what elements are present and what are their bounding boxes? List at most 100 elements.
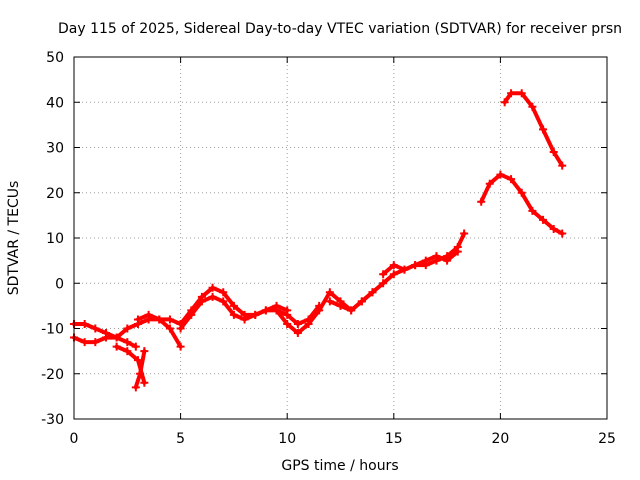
data-point bbox=[558, 161, 567, 170]
data-point bbox=[485, 179, 494, 188]
data-point bbox=[539, 125, 548, 134]
series-track-k bbox=[477, 170, 567, 238]
data-point bbox=[219, 297, 228, 306]
data-point bbox=[91, 324, 100, 333]
data-point bbox=[140, 378, 149, 387]
series-track-i bbox=[325, 229, 469, 315]
x-tick-label: 5 bbox=[176, 431, 185, 447]
x-tick-label: 0 bbox=[70, 431, 79, 447]
data-point bbox=[528, 102, 537, 111]
data-point bbox=[517, 89, 526, 98]
data-point bbox=[379, 270, 388, 279]
series-track-j bbox=[379, 247, 462, 279]
data-point bbox=[165, 315, 174, 324]
data-point bbox=[165, 324, 174, 333]
data-point bbox=[208, 292, 217, 301]
data-point bbox=[496, 170, 505, 179]
data-point bbox=[539, 215, 548, 224]
data-point bbox=[80, 338, 89, 347]
y-tick-label: 40 bbox=[46, 95, 64, 111]
data-point bbox=[229, 301, 238, 310]
data-point bbox=[187, 310, 196, 319]
data-series-group bbox=[70, 89, 567, 392]
data-point bbox=[131, 383, 140, 392]
data-point bbox=[347, 306, 356, 315]
series-track-f bbox=[176, 283, 292, 328]
y-axis-label: SDTVAR / TECUs bbox=[6, 181, 22, 296]
data-point bbox=[219, 288, 228, 297]
y-tick-label: 0 bbox=[55, 276, 64, 292]
data-point bbox=[389, 261, 398, 270]
x-tick-label: 20 bbox=[491, 431, 509, 447]
y-tick-label: 30 bbox=[46, 141, 64, 157]
data-point bbox=[283, 319, 292, 328]
data-point bbox=[123, 324, 132, 333]
data-point bbox=[507, 89, 516, 98]
data-point bbox=[549, 148, 558, 157]
data-point bbox=[411, 261, 420, 270]
data-point bbox=[336, 301, 345, 310]
data-point bbox=[477, 197, 486, 206]
plot-frame bbox=[73, 56, 608, 420]
data-point bbox=[315, 306, 324, 315]
chart-title: Day 115 of 2025, Sidereal Day-to-day VTE… bbox=[58, 21, 622, 37]
data-point bbox=[101, 333, 110, 342]
data-point bbox=[368, 288, 377, 297]
data-point bbox=[140, 347, 149, 356]
data-point bbox=[507, 175, 516, 184]
data-point bbox=[123, 338, 132, 347]
data-point bbox=[91, 338, 100, 347]
series-track-d bbox=[131, 347, 149, 392]
x-axis-label: GPS time / hours bbox=[281, 458, 398, 474]
data-point bbox=[208, 283, 217, 292]
data-point bbox=[293, 319, 302, 328]
data-point bbox=[304, 319, 313, 328]
data-point bbox=[460, 229, 469, 238]
data-point bbox=[379, 279, 388, 288]
series-track-e bbox=[133, 310, 185, 351]
data-point bbox=[80, 319, 89, 328]
series-track-l bbox=[500, 89, 567, 170]
data-point bbox=[112, 333, 121, 342]
data-point bbox=[500, 98, 509, 107]
y-tick-label: 10 bbox=[46, 231, 64, 247]
series-line bbox=[274, 290, 375, 335]
data-point bbox=[261, 306, 270, 315]
y-tick-label: -10 bbox=[41, 322, 64, 338]
y-tick-label: -20 bbox=[41, 367, 64, 383]
data-point bbox=[240, 315, 249, 324]
data-point bbox=[131, 342, 140, 351]
data-point bbox=[123, 347, 132, 356]
data-point bbox=[133, 315, 142, 324]
data-point bbox=[136, 369, 145, 378]
data-point bbox=[558, 229, 567, 238]
data-point bbox=[421, 256, 430, 265]
x-tick-label: 15 bbox=[385, 431, 403, 447]
data-point bbox=[432, 252, 441, 261]
x-tick-label: 10 bbox=[278, 431, 296, 447]
x-tick-label: 25 bbox=[598, 431, 616, 447]
data-point bbox=[389, 270, 398, 279]
data-point bbox=[293, 329, 302, 338]
data-point bbox=[517, 188, 526, 197]
data-point bbox=[176, 324, 185, 333]
series-line bbox=[327, 231, 467, 313]
series-track-b bbox=[70, 333, 140, 351]
data-point bbox=[443, 256, 452, 265]
data-point bbox=[229, 310, 238, 319]
grid bbox=[74, 57, 607, 419]
data-point bbox=[325, 288, 334, 297]
axis-ticks: 0 5 10 15 20 25 -30 -20 -10 0 10 20 30 40 50 bbox=[41, 50, 616, 447]
data-point bbox=[176, 342, 185, 351]
y-tick-label: 20 bbox=[46, 186, 64, 202]
data-point bbox=[528, 206, 537, 215]
y-tick-label: 50 bbox=[46, 50, 64, 66]
data-point bbox=[283, 310, 292, 319]
data-point bbox=[272, 306, 281, 315]
data-point bbox=[549, 224, 558, 233]
data-point bbox=[144, 310, 153, 319]
data-point bbox=[155, 315, 164, 324]
y-tick-label: -30 bbox=[41, 412, 64, 428]
data-point bbox=[197, 297, 206, 306]
